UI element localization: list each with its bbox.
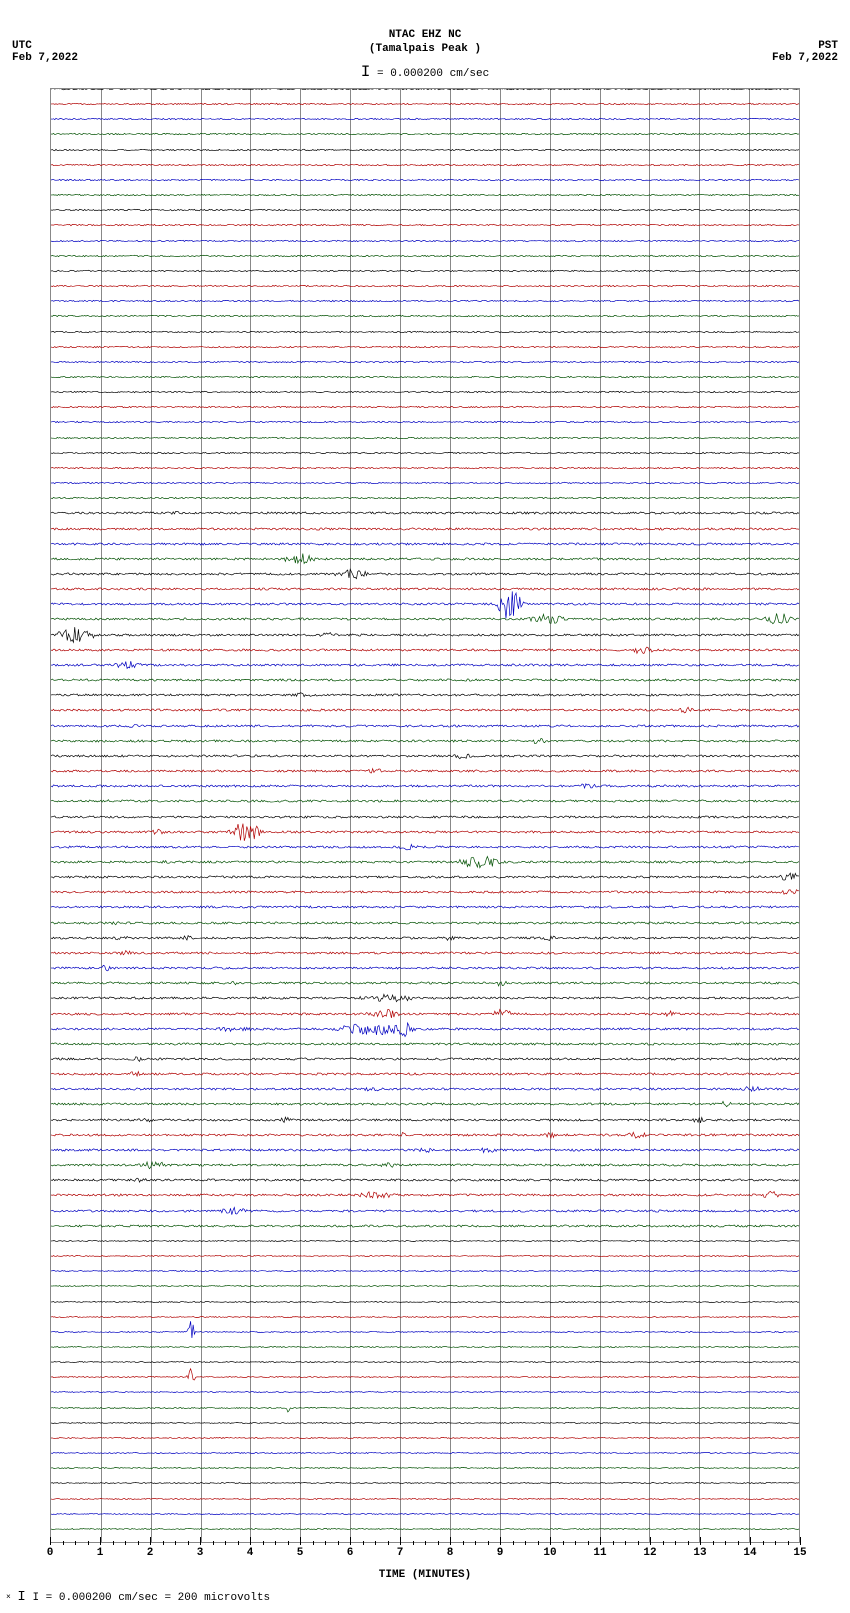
scale-label: = 0.000200 cm/sec (377, 68, 489, 80)
pst-time-label: 03:15 (799, 265, 800, 277)
pst-time-label: 12:15 (799, 811, 800, 823)
x-axis-ticks: 0123456789101112131415 (50, 1547, 800, 1567)
x-tick-label: 9 (497, 1547, 504, 1559)
x-tick-label: 7 (397, 1547, 404, 1559)
pst-time-label: 06:15 (799, 447, 800, 459)
top-right-block: PST Feb 7,2022 (772, 40, 838, 64)
pst-time-label: 22:15 (799, 1417, 800, 1429)
left-tz-label: UTC (12, 40, 78, 52)
x-tick-label: 4 (247, 1547, 254, 1559)
pst-time-label: 07:15 (799, 507, 800, 519)
pst-time-label: 21:15 (799, 1356, 800, 1368)
x-tick-label: 2 (147, 1547, 154, 1559)
x-tick-label: 5 (297, 1547, 304, 1559)
top-left-block: UTC Feb 7,2022 (12, 40, 78, 64)
helicorder-plot: 08:0000:1509:0001:1510:0002:1511:0003:15… (50, 88, 800, 1543)
station-location: (Tamalpais Peak ) (0, 42, 850, 56)
left-date-label: Feb 7,2022 (12, 52, 78, 64)
pst-time-label: 19:15 (799, 1235, 800, 1247)
pst-time-label: 04:15 (799, 326, 800, 338)
station-code: NTAC EHZ NC (0, 28, 850, 42)
header-block: NTAC EHZ NC (Tamalpais Peak ) I = 0.0002… (0, 0, 850, 81)
pst-time-label: 01:15 (799, 144, 800, 156)
pst-time-label: 13:15 (799, 871, 800, 883)
x-tick-label: 0 (47, 1547, 54, 1559)
pst-time-label: 23:15 (799, 1477, 800, 1489)
plot-wrap: 08:0000:1509:0001:1510:0002:1511:0003:15… (50, 88, 800, 1543)
pst-time-label: 10:15 (799, 689, 800, 701)
pst-time-label: 08:15 (799, 568, 800, 580)
pst-time-label: 00:15 (799, 88, 800, 95)
pst-time-label: 05:15 (799, 386, 800, 398)
pst-time-label: 09:15 (799, 629, 800, 641)
x-tick-label: 10 (543, 1547, 556, 1559)
right-date-label: Feb 7,2022 (772, 52, 838, 64)
pst-time-label: 15:15 (799, 992, 800, 1004)
x-tick-label: 3 (197, 1547, 204, 1559)
x-tick-label: 13 (693, 1547, 706, 1559)
right-tz-label: PST (772, 40, 838, 52)
pst-time-label: 02:15 (799, 204, 800, 216)
scale-indicator: I = 0.000200 cm/sec (0, 63, 850, 81)
x-tick-label: 8 (447, 1547, 454, 1559)
footer-text: × I I = 0.000200 cm/sec = 200 microvolts (6, 1589, 270, 1605)
pst-time-label: 18:15 (799, 1174, 800, 1186)
helicorder-container: UTC Feb 7,2022 NTAC EHZ NC (Tamalpais Pe… (0, 0, 850, 1613)
pst-time-label: 16:15 (799, 1053, 800, 1065)
x-tick-label: 15 (793, 1547, 806, 1559)
x-tick-label: 1 (97, 1547, 104, 1559)
x-tick-label: 12 (643, 1547, 656, 1559)
footer-scale: I = 0.000200 cm/sec = 200 microvolts (32, 1592, 270, 1604)
pst-time-label: 11:15 (799, 750, 800, 762)
pst-time-label: 17:15 (799, 1114, 800, 1126)
x-axis-label: TIME (MINUTES) (50, 1569, 800, 1581)
x-tick-label: 6 (347, 1547, 354, 1559)
pst-time-label: 20:15 (799, 1296, 800, 1308)
pst-time-label: 14:15 (799, 932, 800, 944)
x-tick-label: 11 (593, 1547, 606, 1559)
x-tick-label: 14 (743, 1547, 756, 1559)
